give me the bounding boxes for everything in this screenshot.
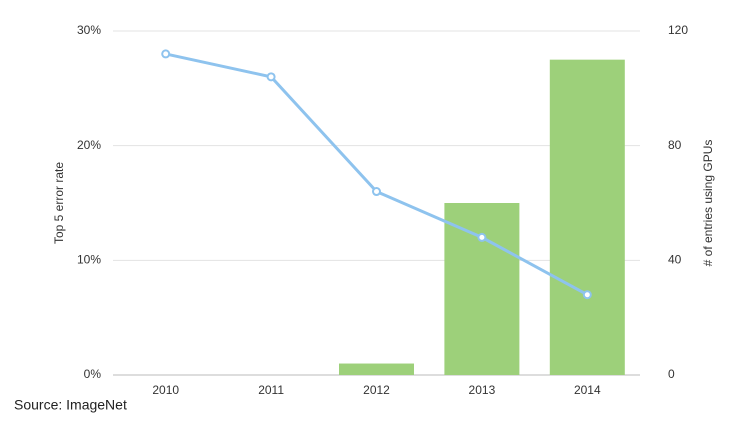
y2-tick-label: 120	[668, 23, 688, 37]
line-point	[161, 49, 171, 59]
x-tick-label: 2010	[152, 383, 179, 397]
line-point	[477, 232, 487, 242]
line-point	[266, 72, 276, 82]
bar	[339, 363, 414, 375]
x-tick-label: 2014	[574, 383, 601, 397]
y2-tick-label: 40	[668, 253, 682, 267]
x-tick-label: 2011	[258, 383, 284, 397]
y-tick-label: 10%	[77, 253, 101, 267]
x-tick-label: 2012	[363, 383, 390, 397]
y-tick-label: 30%	[77, 23, 101, 37]
source-note: Source: ImageNet	[14, 397, 127, 413]
y2-axis-title: # of entries using GPUs	[701, 140, 715, 267]
bar	[549, 59, 625, 376]
x-tick-label: 2013	[469, 383, 496, 397]
bar	[444, 203, 520, 375]
y2-tick-label: 80	[668, 138, 682, 152]
y-axis-title: Top 5 error rate	[52, 162, 66, 244]
y-tick-label: 0%	[84, 367, 102, 381]
line-point	[372, 187, 381, 197]
line	[165, 52, 589, 297]
y-tick-label: 20%	[77, 138, 101, 152]
line-point	[582, 290, 592, 300]
y2-tick-label: 0	[668, 367, 675, 381]
